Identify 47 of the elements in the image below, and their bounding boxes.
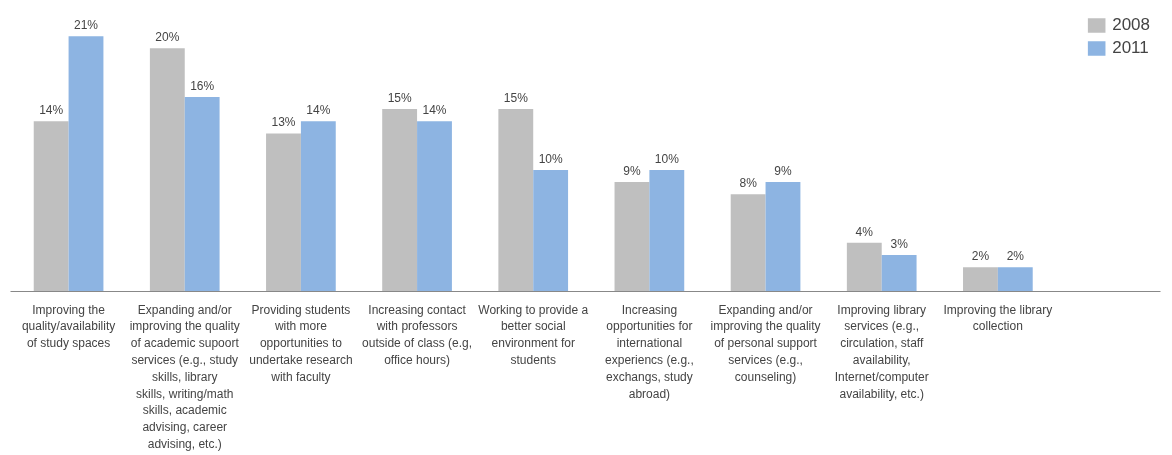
bar <box>649 169 685 292</box>
bar <box>149 48 185 292</box>
x-tick-label: Increasing opportunities for international experiencs (e.g., exchangs, study abroad) <box>605 302 694 401</box>
x-tick-label: Expanding and/or improving the quality of personal support services (e.g., counseling) <box>710 302 821 384</box>
legend-label: 2011 <box>1112 38 1149 58</box>
x-tick-label: Improving the library collection <box>943 302 1053 334</box>
x-tick-label: Improving the quality/availability of study spaces <box>21 302 116 351</box>
x-tick-label: Working to provide a better social environment for students <box>478 302 589 367</box>
data-label: 15% <box>387 91 412 106</box>
bar <box>184 96 220 292</box>
bar <box>33 121 69 292</box>
data-label: 14% <box>39 103 64 118</box>
bar <box>963 267 998 292</box>
data-label: 8% <box>739 176 758 191</box>
data-label: 21% <box>74 18 99 33</box>
data-label: 20% <box>155 30 180 45</box>
data-label: 16% <box>190 78 215 93</box>
data-label: 14% <box>422 103 447 118</box>
bar <box>300 121 336 292</box>
data-label: 9% <box>774 164 792 179</box>
data-label: 10% <box>538 151 563 166</box>
legend-label: 2008 <box>1112 15 1150 35</box>
bar <box>417 121 452 292</box>
bar <box>881 255 917 292</box>
bar <box>846 242 882 292</box>
bar <box>533 169 569 292</box>
data-label: 2% <box>971 249 990 264</box>
x-tick-label: Increasing contact with professors outside of class (e.g, office hours) <box>362 302 473 367</box>
bar <box>997 267 1033 292</box>
x-tick-label: Improving library services (e.g., circulation, staff availability, Internet/computer availability, etc.) <box>834 302 929 401</box>
bar <box>382 109 418 292</box>
data-label: 2% <box>1006 249 1025 264</box>
x-tick-label: Providing students with more opportunities to undertake research with faculty <box>249 302 353 384</box>
bar <box>730 194 766 292</box>
bar <box>266 133 301 292</box>
bar <box>498 109 534 292</box>
data-label: 14% <box>306 103 331 118</box>
data-label: 15% <box>503 91 529 106</box>
data-label: 3% <box>890 237 909 252</box>
data-label: 13% <box>271 115 296 130</box>
data-label: 4% <box>855 224 874 239</box>
bar <box>68 36 104 292</box>
data-label: 10% <box>654 151 680 166</box>
bar <box>765 182 801 292</box>
data-label: 9% <box>623 164 641 179</box>
category-label: Expanding and/or improving the quality of academic supoort services (e.g., study skills, library skills, writing/math skills, academic advising, career advising, etc.) <box>129 302 240 451</box>
bar <box>614 182 650 292</box>
